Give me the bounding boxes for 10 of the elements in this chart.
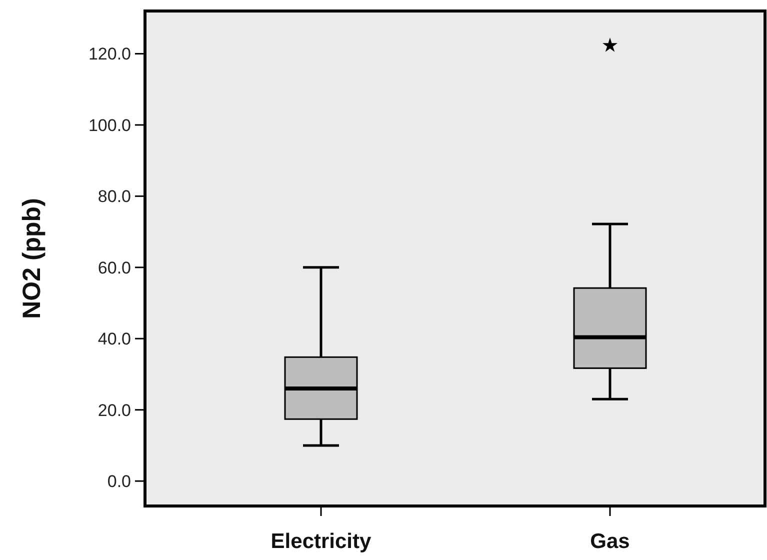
y-tick-label: 120.0 bbox=[88, 44, 131, 64]
y-axis-title: NO2 (ppb) bbox=[18, 198, 46, 319]
y-tick-label: 100.0 bbox=[88, 116, 131, 135]
y-tick-label: 40.0 bbox=[98, 330, 131, 349]
y-tick-label: 0.0 bbox=[107, 472, 131, 492]
x-tick-label: Electricity bbox=[270, 530, 372, 553]
y-tick-label: 80.0 bbox=[98, 187, 131, 206]
y-tick-label: 60.0 bbox=[98, 258, 131, 278]
y-tick-label: 20.0 bbox=[98, 400, 131, 420]
x-tick-label: Gas bbox=[590, 530, 630, 553]
